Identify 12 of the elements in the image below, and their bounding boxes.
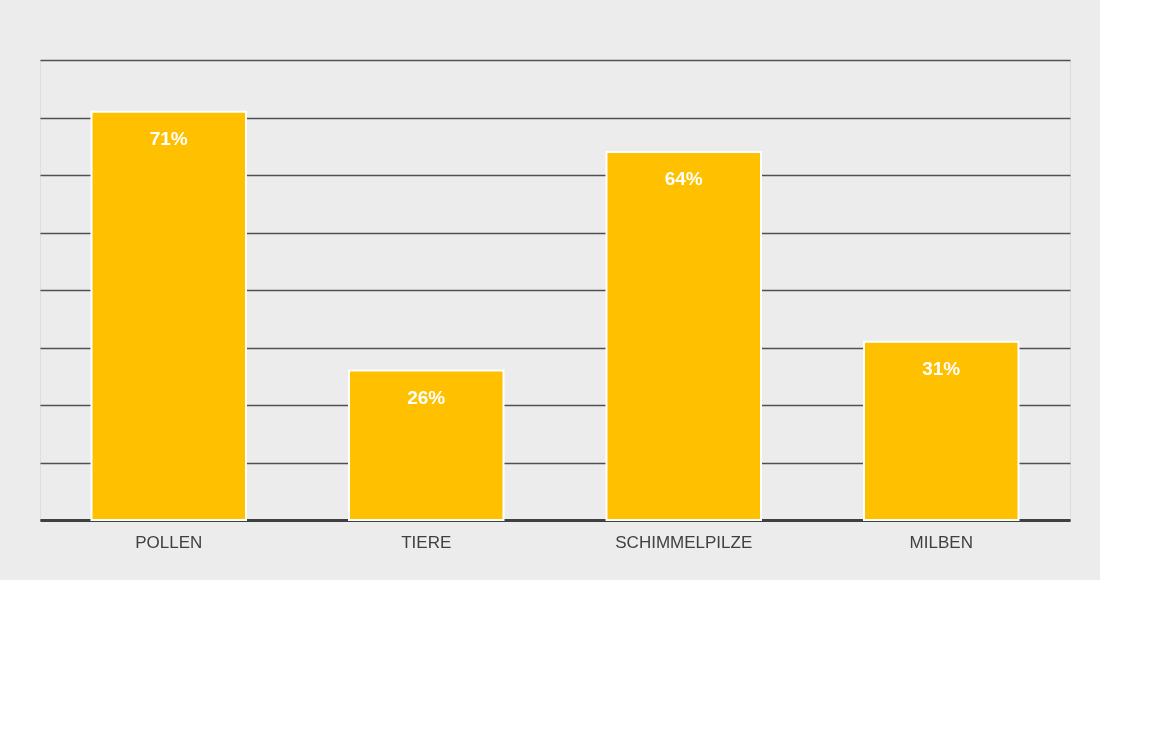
data-label: 31%	[922, 357, 961, 379]
data-label: 26%	[407, 386, 446, 408]
x-tick-label: TIERE	[401, 532, 452, 552]
bar	[605, 151, 762, 521]
bar	[348, 369, 505, 521]
data-label: 64%	[664, 168, 703, 189]
x-tick-label: SCHIMMELPILZE	[615, 532, 753, 552]
bar	[863, 340, 1020, 521]
bar	[90, 110, 247, 521]
x-tick-label: POLLEN	[135, 532, 203, 552]
data-label: 71%	[149, 127, 188, 149]
x-tick-label: MILBEN	[909, 532, 973, 552]
